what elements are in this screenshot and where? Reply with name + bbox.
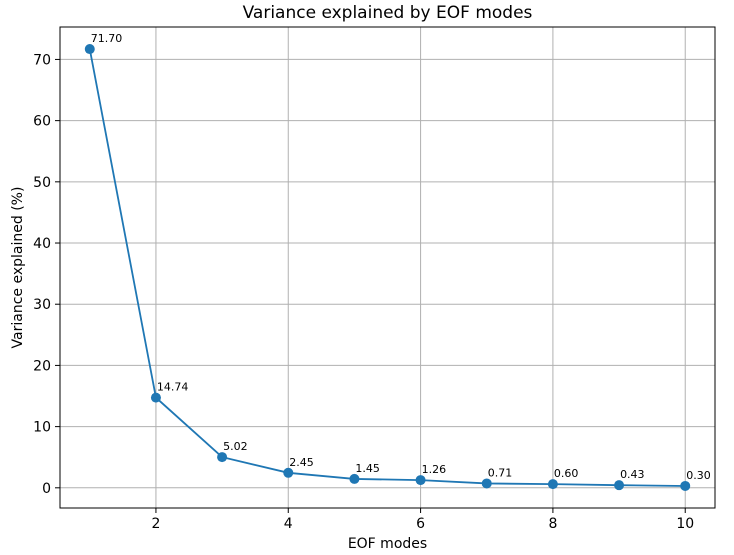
x-tick-label: 6 [416,516,425,532]
data-point [217,452,228,463]
data-point [84,44,95,55]
ticks: 2 4 6 8 10 0 10 20 30 40 50 60 70 [33,52,694,532]
data-label: 5.02 [223,440,248,453]
x-tick-label: 4 [284,516,293,532]
data-point [415,475,426,486]
data-label: 0.30 [686,469,711,482]
data-labels: 71.70 14.74 5.02 2.45 1.45 1.26 0.71 0.60 0.43 0.… [91,32,711,482]
y-tick-label: 40 [33,236,51,252]
x-axis-label: EOF modes [348,536,427,552]
chart-title: Variance explained by EOF modes [243,3,533,23]
data-point [283,467,294,478]
plot-frame [59,26,716,509]
y-tick-label: 60 [33,114,51,130]
data-point [150,392,161,403]
y-tick-label: 70 [33,52,51,68]
x-tick-label: 10 [676,516,694,532]
y-tick-label: 20 [33,358,51,374]
data-point [680,480,691,491]
data-label: 1.45 [355,462,380,475]
y-axis-label: Variance explained (%) [10,187,26,349]
y-tick-label: 30 [33,297,51,313]
grid [60,27,715,508]
series [84,44,691,491]
data-label: 1.26 [422,463,447,476]
data-point [349,473,360,484]
y-tick-label: 10 [33,420,51,436]
data-point [481,478,492,489]
data-label: 0.43 [620,468,645,481]
data-label: 2.45 [289,456,314,469]
series-line [88,48,686,487]
data-label: 0.71 [488,466,513,479]
x-tick-label: 8 [548,516,557,532]
data-point [614,480,625,491]
data-label: 71.70 [91,32,123,45]
data-point [547,479,558,490]
data-label: 14.74 [157,381,189,394]
data-label: 0.60 [554,467,579,480]
y-tick-label: 0 [42,481,51,497]
x-tick-label: 2 [151,516,160,532]
y-tick-label: 50 [33,175,51,191]
